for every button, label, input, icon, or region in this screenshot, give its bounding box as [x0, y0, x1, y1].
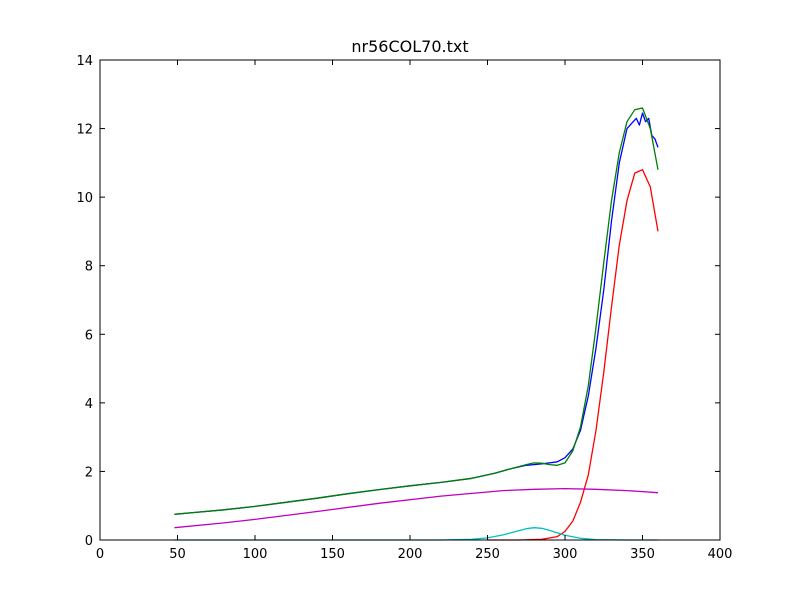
x-axis: 0 50 100 150 200 250 300 350 400	[96, 60, 733, 562]
y-tick-label: 12	[76, 123, 93, 138]
x-tick-label: 200	[398, 547, 423, 562]
chart-title: nr56COL70.txt	[351, 37, 468, 56]
y-tick-label: 10	[76, 191, 93, 206]
y-tick-label: 2	[85, 465, 93, 480]
x-tick-label: 350	[630, 547, 655, 562]
series-line-2	[174, 107, 659, 515]
y-tick-label: 4	[85, 397, 93, 412]
x-tick-label: 400	[708, 547, 733, 562]
series-layer	[174, 107, 659, 541]
x-tick-label: 300	[553, 547, 578, 562]
y-tick-label: 0	[85, 534, 93, 549]
x-tick-label: 100	[243, 547, 268, 562]
x-tick-label: 50	[169, 547, 186, 562]
series-line-3	[487, 169, 659, 541]
x-tick-label: 0	[96, 547, 104, 562]
x-tick-label: 250	[475, 547, 500, 562]
series-line-5	[174, 527, 658, 541]
y-tick-label: 8	[85, 260, 93, 275]
series-line-4	[174, 487, 659, 529]
x-tick-label: 150	[320, 547, 345, 562]
y-tick-label: 14	[76, 54, 93, 69]
y-tick-label: 6	[85, 328, 93, 343]
y-axis: 0 2 4 6 8 10 12 14	[76, 54, 720, 549]
